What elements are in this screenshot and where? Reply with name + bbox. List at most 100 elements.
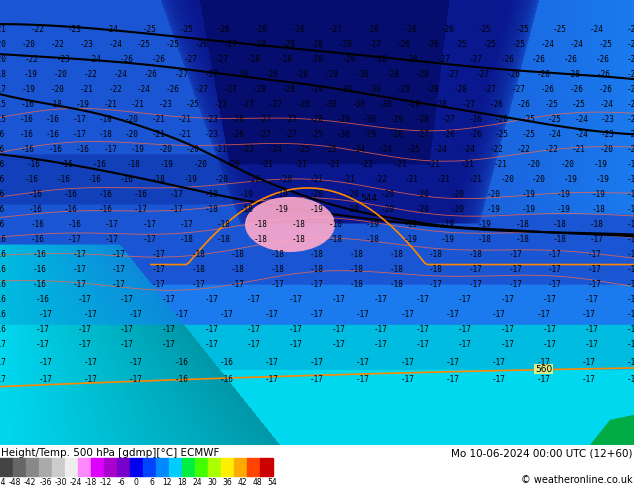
Text: -28: -28 [235, 70, 249, 79]
Text: -17: -17 [36, 325, 49, 334]
Text: -17: -17 [204, 295, 218, 304]
Text: -17: -17 [627, 235, 634, 244]
Text: -17: -17 [373, 325, 387, 334]
Text: -17: -17 [247, 340, 261, 349]
Text: -22: -22 [25, 54, 39, 64]
Text: -17: -17 [543, 340, 557, 349]
Text: -15: -15 [0, 115, 7, 124]
Text: -18: -18 [127, 160, 140, 169]
Text: -25: -25 [166, 40, 180, 49]
Text: -17: -17 [112, 280, 126, 289]
Text: -20: -20 [125, 115, 139, 124]
Text: -30: -30 [339, 85, 353, 94]
Text: -25: -25 [552, 24, 566, 33]
Bar [195, 458, 208, 476]
Text: 30: 30 [207, 478, 217, 487]
Text: -25: -25 [186, 100, 200, 109]
Text: -16: -16 [21, 100, 34, 109]
Text: -26: -26 [597, 70, 611, 79]
Bar [91, 458, 104, 476]
Text: -26: -26 [541, 85, 555, 94]
Text: -17: -17 [627, 310, 634, 319]
Text: -28: -28 [425, 85, 439, 94]
Text: -25: -25 [521, 130, 535, 139]
Text: -18: -18 [85, 478, 97, 487]
Bar [260, 458, 273, 476]
Text: -21: -21 [405, 175, 419, 184]
Text: -17: -17 [289, 295, 303, 304]
Text: -26: -26 [595, 54, 609, 64]
Text: -24: -24 [462, 145, 476, 154]
Text: -18: -18 [478, 235, 492, 244]
Text: -22: -22 [489, 145, 503, 154]
Bar [247, 458, 260, 476]
Text: -19: -19 [23, 70, 37, 79]
Text: -21: -21 [103, 100, 117, 109]
Text: -29: -29 [325, 70, 339, 79]
Text: -6: -6 [0, 175, 4, 184]
Text: -20: -20 [53, 70, 67, 79]
Text: -17: -17 [289, 340, 303, 349]
Text: -29: -29 [396, 85, 410, 94]
Text: -24: -24 [351, 145, 365, 154]
Text: -17: -17 [582, 375, 596, 384]
Bar [143, 458, 156, 476]
Text: -16: -16 [219, 375, 233, 384]
Text: -18: -18 [292, 235, 306, 244]
Text: -17: -17 [627, 220, 634, 229]
Text: -17: -17 [134, 205, 148, 214]
Text: -17: -17 [174, 310, 188, 319]
Text: -30: -30 [55, 478, 67, 487]
Text: -20: -20 [226, 160, 240, 169]
Text: -27: -27 [195, 85, 209, 94]
Text: -16: -16 [21, 145, 34, 154]
Text: -18: -18 [429, 250, 443, 259]
Text: -26: -26 [425, 40, 439, 49]
Text: -18: -18 [515, 220, 529, 229]
Text: -27: -27 [437, 54, 451, 64]
Text: -27: -27 [462, 100, 476, 109]
Text: -26: -26 [120, 54, 134, 64]
Text: -20: -20 [486, 190, 500, 199]
Text: -17: -17 [72, 280, 86, 289]
Text: -17: -17 [120, 295, 134, 304]
Bar [156, 458, 169, 476]
Text: -28: -28 [454, 85, 468, 94]
Text: -17: -17 [585, 325, 598, 334]
Text: -17: -17 [627, 280, 634, 289]
Text: -20: -20 [310, 190, 324, 199]
Text: -29: -29 [406, 100, 420, 109]
Text: -17: -17 [72, 265, 86, 274]
Text: -27: -27 [204, 70, 218, 79]
Text: -19: -19 [160, 160, 174, 169]
Text: -21: -21 [152, 130, 165, 139]
Text: -17: -17 [105, 220, 119, 229]
Text: -16: -16 [56, 175, 70, 184]
Text: -25: -25 [324, 145, 338, 154]
Text: -17: -17 [162, 295, 176, 304]
Text: -26: -26 [495, 115, 509, 124]
Text: -16: -16 [20, 130, 34, 139]
Text: -25: -25 [521, 115, 535, 124]
Text: -24: -24 [600, 100, 613, 109]
Text: -17: -17 [77, 340, 91, 349]
Text: -28: -28 [281, 85, 295, 94]
Text: -16: -16 [63, 205, 77, 214]
Text: -17: -17 [355, 358, 369, 367]
Text: -16: -16 [33, 250, 46, 259]
Text: -27: -27 [446, 70, 460, 79]
Text: -17: -17 [68, 235, 82, 244]
Text: 54: 54 [268, 478, 278, 487]
Text: -16: -16 [0, 280, 7, 289]
Text: -17: -17 [112, 250, 126, 259]
Text: -18: -18 [191, 265, 205, 274]
Text: -18: -18 [627, 205, 634, 214]
Text: -25: -25 [142, 24, 156, 33]
Text: -29: -29 [342, 54, 356, 64]
Text: -18: -18 [328, 235, 342, 244]
Text: -25: -25 [627, 54, 634, 64]
Text: -20: -20 [560, 160, 574, 169]
Text: -20: -20 [254, 24, 268, 33]
Text: -21: -21 [469, 175, 482, 184]
Text: -22: -22 [241, 145, 255, 154]
